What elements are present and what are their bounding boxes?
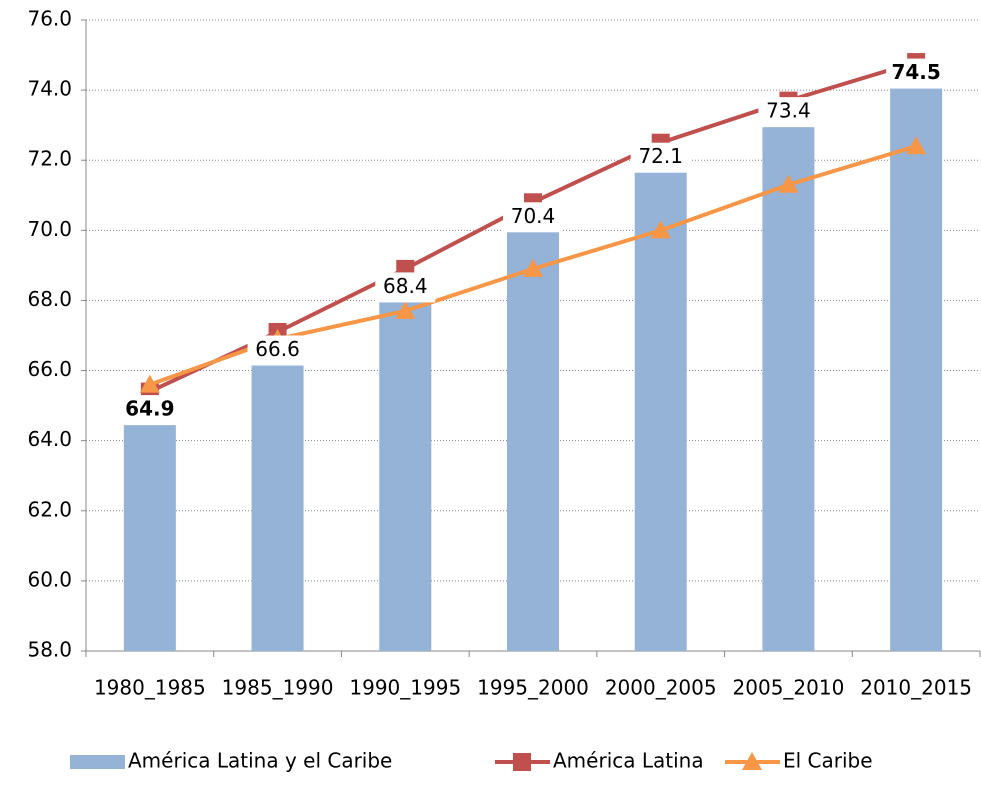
data-label: 73.4 [766,99,811,123]
marker [650,220,671,239]
bar [634,156,687,651]
x-tick-label: 2005_2010 [733,676,845,700]
bar [379,286,432,651]
marker [778,174,799,193]
y-tick-label: 58.0 [27,638,72,662]
y-tick-label: 72.0 [27,147,72,171]
label-box [375,272,436,303]
y-tick-label: 62.0 [27,497,72,521]
x-tick-label: 1980_1985 [94,676,206,700]
label-box [119,395,180,426]
bar [890,72,943,652]
x-tick-label: 2000_2005 [605,676,717,700]
y-tick-label: 66.0 [27,357,72,381]
y-tick-label: 74.0 [27,77,72,101]
marker [395,300,416,319]
y-tick-label: 60.0 [27,567,72,591]
bar [123,409,176,651]
y-tick-label: 76.0 [27,7,72,31]
marker [906,136,927,155]
data-label: 72.1 [638,144,683,168]
label-box [886,58,947,89]
bar [762,111,815,651]
label-box [247,335,308,366]
label-box [630,142,691,173]
data-label: 74.5 [891,60,940,84]
x-tick-label: 1995_2000 [477,676,589,700]
legend-label: América Latina y el Caribe [128,749,392,773]
x-tick-label: 1985_1990 [222,676,334,700]
y-tick-label: 68.0 [27,287,72,311]
marker [523,258,543,277]
legend-marker [513,753,531,771]
legend-marker [742,752,762,770]
legend-label: América Latina [553,749,704,773]
label-box [758,97,819,128]
x-tick-label: 2010_2015 [860,676,972,700]
data-label: 70.4 [511,204,556,228]
legend-label: El Caribe [783,749,873,773]
label-box [503,202,563,233]
data-label: 66.6 [255,337,300,361]
y-tick-label: 64.0 [27,427,72,451]
y-tick-label: 70.0 [27,217,72,241]
x-tick-label: 1990_1995 [349,676,461,700]
marker [139,374,160,393]
legend-swatch [70,755,125,769]
bar [251,349,304,651]
data-label: 64.9 [125,397,174,421]
data-label: 68.4 [383,274,428,298]
bar [507,216,559,652]
